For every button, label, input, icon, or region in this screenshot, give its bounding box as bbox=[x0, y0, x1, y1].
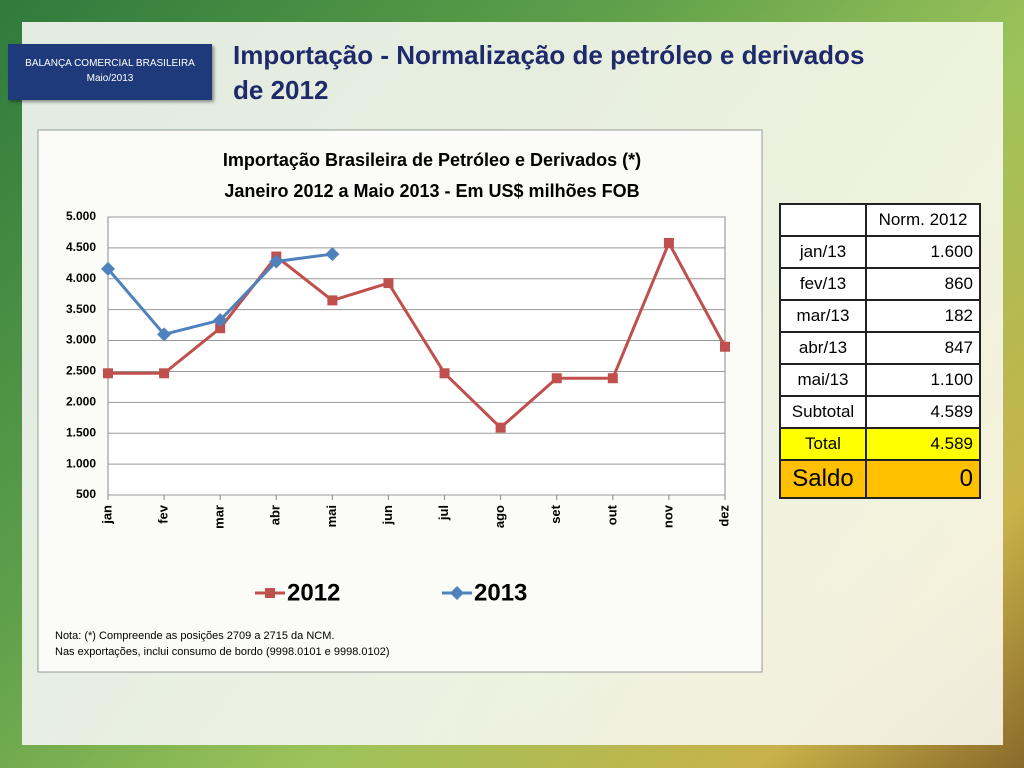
marker bbox=[327, 295, 338, 306]
marker bbox=[383, 278, 394, 289]
series-line bbox=[108, 239, 727, 430]
x-tick-label: abr bbox=[268, 505, 283, 525]
y-tick-label: 2.000 bbox=[66, 395, 96, 409]
table-cell: 0 bbox=[865, 459, 981, 499]
table-header: Norm. 2012 bbox=[865, 203, 981, 237]
header-box: BALANÇA COMERCIAL BRASILEIRA Maio/2013 bbox=[8, 44, 212, 100]
marker bbox=[157, 327, 172, 342]
x-tick-label: nov bbox=[660, 504, 675, 528]
table-row: jan/13 1.600 bbox=[779, 235, 981, 269]
table-cell: 1.600 bbox=[865, 235, 981, 269]
table-cell: 4.589 bbox=[865, 395, 981, 429]
table-row: Total 4.589 bbox=[779, 427, 981, 461]
marker bbox=[269, 254, 284, 269]
marker bbox=[551, 373, 562, 384]
table: Norm. 2012 jan/13 1.600 fev/13 860 mar/13 182 a… bbox=[779, 203, 981, 499]
marker bbox=[325, 247, 340, 262]
marker bbox=[720, 341, 730, 352]
table-cell: abr/13 bbox=[779, 331, 867, 365]
y-tick-label: 2.500 bbox=[66, 364, 96, 378]
x-tick-label: jan bbox=[99, 505, 114, 525]
note: Nas exportações, inclui consumo de bordo… bbox=[55, 646, 390, 658]
legend-label: 2013 bbox=[474, 579, 527, 606]
table-row: mar/13 182 bbox=[779, 299, 981, 333]
table-cell: Subtotal bbox=[779, 395, 867, 429]
marker bbox=[213, 313, 228, 328]
table-row: Norm. 2012 bbox=[779, 203, 981, 237]
x-tick-label: dez bbox=[716, 505, 731, 527]
x-tick-label: mar bbox=[212, 505, 227, 529]
table-row: mai/13 1.100 bbox=[779, 363, 981, 397]
slide-title: Importação - Normalização de petróleo e … bbox=[233, 38, 864, 108]
x-tick-label: fev bbox=[156, 504, 171, 524]
y-tick-label: 5.000 bbox=[66, 209, 96, 223]
table-cell: mai/13 bbox=[779, 363, 867, 397]
marker bbox=[103, 368, 113, 379]
table-cell: Saldo bbox=[779, 459, 867, 499]
marker bbox=[663, 237, 674, 248]
table-row: Subtotal 4.589 bbox=[779, 395, 981, 429]
table-cell: jan/13 bbox=[779, 235, 867, 269]
marker bbox=[607, 373, 618, 384]
plot-area bbox=[107, 216, 726, 496]
table-cell: Total bbox=[779, 427, 867, 461]
table-row: abr/13 847 bbox=[779, 331, 981, 365]
table-cell: mar/13 bbox=[779, 299, 867, 333]
marker bbox=[215, 323, 226, 334]
marker bbox=[101, 261, 115, 276]
table-row: fev/13 860 bbox=[779, 267, 981, 301]
table-cell: 4.589 bbox=[865, 427, 981, 461]
marker bbox=[495, 422, 506, 433]
chart-title: Importação Brasileira de Petróleo e Deri… bbox=[223, 150, 641, 170]
x-tick-label: out bbox=[604, 504, 619, 525]
y-tick-label: 3.500 bbox=[66, 302, 96, 316]
x-tick-label: jun bbox=[380, 505, 395, 526]
marker bbox=[265, 588, 275, 598]
y-tick-label: 1.000 bbox=[66, 456, 96, 470]
y-tick-label: 500 bbox=[76, 487, 96, 501]
table-row: Saldo 0 bbox=[779, 459, 981, 499]
y-tick-label: 4.500 bbox=[66, 240, 96, 254]
box-title: BALANÇA COMERCIAL BRASILEIRA bbox=[25, 58, 195, 69]
x-tick-label: ago bbox=[492, 505, 507, 528]
table-cell: fev/13 bbox=[779, 267, 867, 301]
table-cell: 182 bbox=[865, 299, 981, 333]
table-cell bbox=[779, 203, 867, 237]
y-tick-label: 3.000 bbox=[66, 333, 96, 347]
table-cell: 860 bbox=[865, 267, 981, 301]
box-subtitle: Maio/2013 bbox=[86, 73, 134, 84]
marker bbox=[159, 368, 170, 379]
y-tick-label: 1.500 bbox=[66, 425, 96, 439]
title-line: de 2012 bbox=[233, 75, 329, 105]
x-tick-label: mai bbox=[324, 505, 339, 527]
table-cell: 1.100 bbox=[865, 363, 981, 397]
y-tick-label: 4.000 bbox=[66, 271, 96, 285]
x-tick-label: set bbox=[548, 504, 563, 523]
marker bbox=[439, 368, 450, 379]
title-line: Importação - Normalização de petróleo e … bbox=[233, 40, 865, 70]
table-cell: 847 bbox=[865, 331, 981, 365]
note: Nota: (*) Compreende as posições 2709 a … bbox=[55, 630, 334, 642]
legend-label: 2012 bbox=[287, 579, 340, 606]
marker bbox=[450, 586, 464, 600]
x-tick-label: jul bbox=[436, 505, 451, 521]
chart-subtitle: Janeiro 2012 a Maio 2013 - Em US$ milhõe… bbox=[224, 181, 639, 201]
